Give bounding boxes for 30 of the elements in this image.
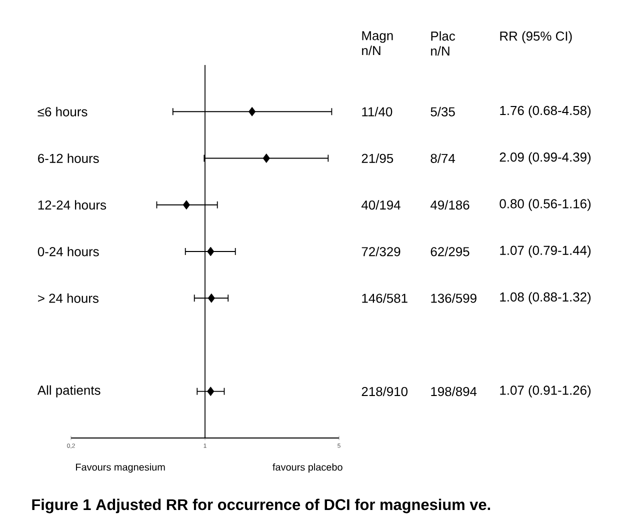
data-label: 1.76 (0.68-4.58) — [500, 106, 591, 118]
data-label: 1.07 (0.79-1.44) — [500, 245, 591, 258]
text: 5/35 — [430, 106, 455, 116]
text: 72/329 — [362, 246, 400, 256]
text: 146/581 — [362, 293, 408, 303]
data-label: 1.08 (0.88-1.32) — [500, 292, 591, 304]
text: 21/95 — [362, 153, 394, 163]
text: 136/599 — [431, 293, 476, 303]
text: favours placebo — [272, 463, 342, 473]
text: Magn n/N — [362, 31, 393, 56]
text: Favours magnesium — [76, 463, 165, 473]
y-tick-label: > 24 hours — [38, 293, 98, 303]
text: RR (95% CI) — [500, 31, 572, 44]
text: 218/910 — [362, 386, 408, 396]
caption: Figure 1 Adjusted RR for occurrence of DCI for magnesium ve. — [32, 498, 490, 514]
y-tick-label: All patients — [37, 385, 100, 398]
text: 198/894 — [431, 386, 477, 396]
data-label: 1.07 (0.91-1.26) — [500, 385, 591, 398]
y-tick-label: ≤6 hours — [38, 106, 88, 116]
data-label: 2.09 (0.99-4.39) — [500, 152, 591, 164]
data-label: 0.80 (0.56-1.16) — [500, 198, 591, 211]
y-tick-label: 12-24 hours — [38, 200, 106, 210]
y-tick-label: 6-12 hours — [38, 153, 99, 163]
text: 11/40 — [362, 106, 392, 116]
text: 62/295 — [430, 246, 470, 256]
text: 49/186 — [430, 200, 470, 210]
y-tick-label: 0-24 hours — [38, 246, 99, 256]
text: Plac n/N — [431, 31, 456, 56]
text: 40/194 — [362, 200, 400, 210]
text: 8/74 — [430, 153, 456, 163]
